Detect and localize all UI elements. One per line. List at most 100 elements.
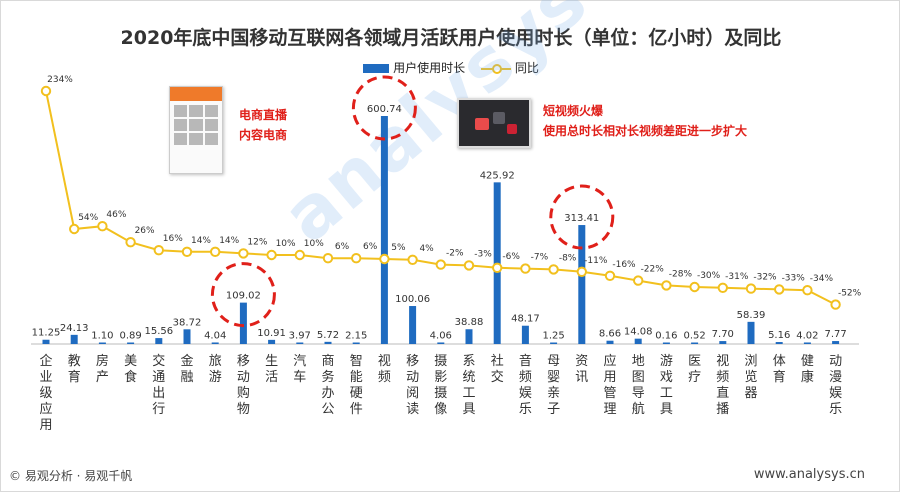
bar-系统工具 (465, 329, 473, 344)
line-point-系统工具 (463, 260, 475, 271)
x-tick-label-母婴亲子: 母婴亲子 (547, 354, 560, 417)
line-value-label-旅游: 14% (219, 236, 239, 246)
line-point-商务办公 (322, 253, 334, 264)
annotation-shortvideo: 短视频火爆 使用总时长相对长视频差距进一步扩大 (543, 101, 747, 141)
line-value-label-动漫娱乐: -52% (838, 289, 862, 299)
line-point-智能硬件 (351, 253, 362, 264)
bar-地图导航 (634, 338, 642, 344)
ecommerce-screenshot-thumbnail (169, 86, 223, 174)
bar-value-label-社交: 425.92 (480, 170, 515, 181)
bar-value-label-视频直播: 7.70 (712, 329, 734, 340)
highlight-circle-资讯 (549, 184, 615, 250)
bar-value-label-体育: 5.16 (768, 330, 790, 341)
x-tick-label-旅游: 旅游 (209, 354, 222, 385)
x-tick-label-交通出行: 交通出行 (152, 353, 165, 417)
line-point-医疗 (689, 281, 700, 293)
line-point-美食 (125, 237, 136, 248)
bar-房产 (98, 342, 106, 344)
x-tick-label-金融: 金融 (180, 353, 193, 385)
x-tick-label-音频娱乐: 音频娱乐 (519, 353, 532, 417)
x-tick-label-智能硬件: 智能硬件 (350, 354, 363, 417)
bar-value-label-健康: 4.02 (796, 330, 818, 341)
bar-value-label-音频娱乐: 48.17 (511, 314, 540, 325)
line-value-label-社交: -6% (502, 252, 520, 262)
bar-value-label-金融: 38.72 (173, 317, 202, 328)
bar-资讯 (578, 225, 586, 344)
line-value-label-健康: -34% (810, 274, 834, 284)
bar-value-label-交通出行: 15.56 (144, 326, 173, 337)
x-tick-label-汽车: 汽车 (293, 354, 306, 385)
bar-value-label-移动购物: 109.02 (226, 291, 261, 302)
legend-line-swatch (480, 63, 511, 74)
line-point-动漫娱乐 (830, 299, 841, 310)
legend-line-label: 同比 (514, 61, 539, 75)
line-value-label-企业级应用: 234% (47, 75, 73, 85)
annotation-ecommerce: 电商直播 内容电商 (239, 105, 287, 145)
line-value-label-房产: 46% (106, 210, 126, 220)
line-value-label-视频: 5% (391, 243, 406, 253)
bar-value-label-浏览器: 58.39 (737, 310, 766, 321)
line-point-交通出行 (153, 245, 165, 256)
line-value-label-移动阅读: 4% (419, 244, 434, 254)
annotation-shortvideo-line1: 短视频火爆 (543, 104, 604, 118)
x-tick-label-浏览器: 浏览器 (744, 353, 757, 401)
x-tick-label-移动阅读: 移动阅读 (406, 354, 419, 417)
x-tick-label-系统工具: 系统工具 (462, 354, 475, 417)
x-tick-label-生活: 生活 (265, 354, 278, 385)
line-value-label-汽车: 10% (304, 239, 324, 249)
bar-value-label-应用管理: 8.66 (599, 329, 621, 340)
bar-value-label-地图导航: 14.08 (624, 327, 653, 338)
x-tick-label-地图导航: 地图导航 (632, 354, 645, 417)
line-point-体育 (774, 284, 785, 295)
bar-value-label-教育: 24.13 (60, 323, 89, 334)
bar-value-label-移动阅读: 100.06 (395, 294, 430, 305)
line-value-label-医疗: -30% (697, 271, 721, 281)
bar-生活 (268, 339, 276, 344)
x-tick-label-教育: 教育 (68, 353, 81, 385)
x-tick-label-移动购物: 移动购物 (237, 354, 250, 417)
line-value-label-商务办公: 6% (335, 242, 350, 252)
bar-value-label-游戏工具: 0.16 (655, 331, 677, 342)
line-value-label-应用管理: -16% (612, 260, 636, 270)
bar-value-label-摄影摄像: 4.06 (430, 330, 452, 341)
line-point-教育 (69, 223, 80, 235)
line-point-移动购物 (238, 248, 249, 259)
x-tick-label-企业级应用: 企业级应用 (39, 353, 52, 433)
bar-应用管理 (606, 340, 614, 344)
shortvideo-screenshot-thumbnail (457, 98, 531, 148)
bar-移动阅读 (409, 306, 417, 344)
x-tick-label-美食: 美食 (124, 354, 137, 385)
line-point-音频娱乐 (520, 263, 531, 274)
x-tick-label-体育: 体育 (773, 354, 786, 385)
bar-美食 (127, 342, 135, 344)
line-point-金融 (181, 246, 193, 258)
line-value-label-移动购物: 12% (247, 237, 267, 247)
bar-商务办公 (324, 341, 332, 344)
line-point-应用管理 (604, 270, 616, 281)
bar-value-label-房产: 1.10 (91, 331, 113, 342)
x-tick-label-视频直播: 视频直播 (716, 354, 729, 417)
bar-摄影摄像 (437, 342, 445, 344)
bar-value-label-商务办公: 5.72 (317, 330, 339, 341)
bar-value-label-生活: 10.91 (257, 328, 286, 339)
line-value-label-交通出行: 16% (163, 234, 183, 244)
bar-value-label-智能硬件: 2.15 (345, 331, 367, 342)
bar-value-label-系统工具: 38.88 (455, 317, 484, 328)
bar-value-label-医疗: 0.52 (683, 331, 705, 342)
line-value-label-系统工具: -3% (474, 249, 492, 259)
line-value-label-美食: 26% (135, 226, 155, 236)
line-value-label-体育: -33% (782, 273, 806, 283)
legend-item-bar: 用户使用时长 (363, 59, 465, 76)
bar-医疗 (691, 342, 699, 344)
chart-legend: 用户使用时长 同比 (1, 59, 900, 76)
bar-旅游 (211, 342, 219, 344)
bar-value-label-资讯: 313.41 (564, 213, 599, 224)
bar-汽车 (296, 342, 304, 344)
annotation-ecommerce-line2: 内容电商 (239, 128, 288, 142)
bar-value-label-动漫娱乐: 7.77 (824, 329, 846, 340)
footer-url[interactable]: www.analysys.cn (753, 467, 865, 482)
bar-游戏工具 (662, 342, 670, 344)
line-value-label-游戏工具: -28% (669, 269, 693, 279)
